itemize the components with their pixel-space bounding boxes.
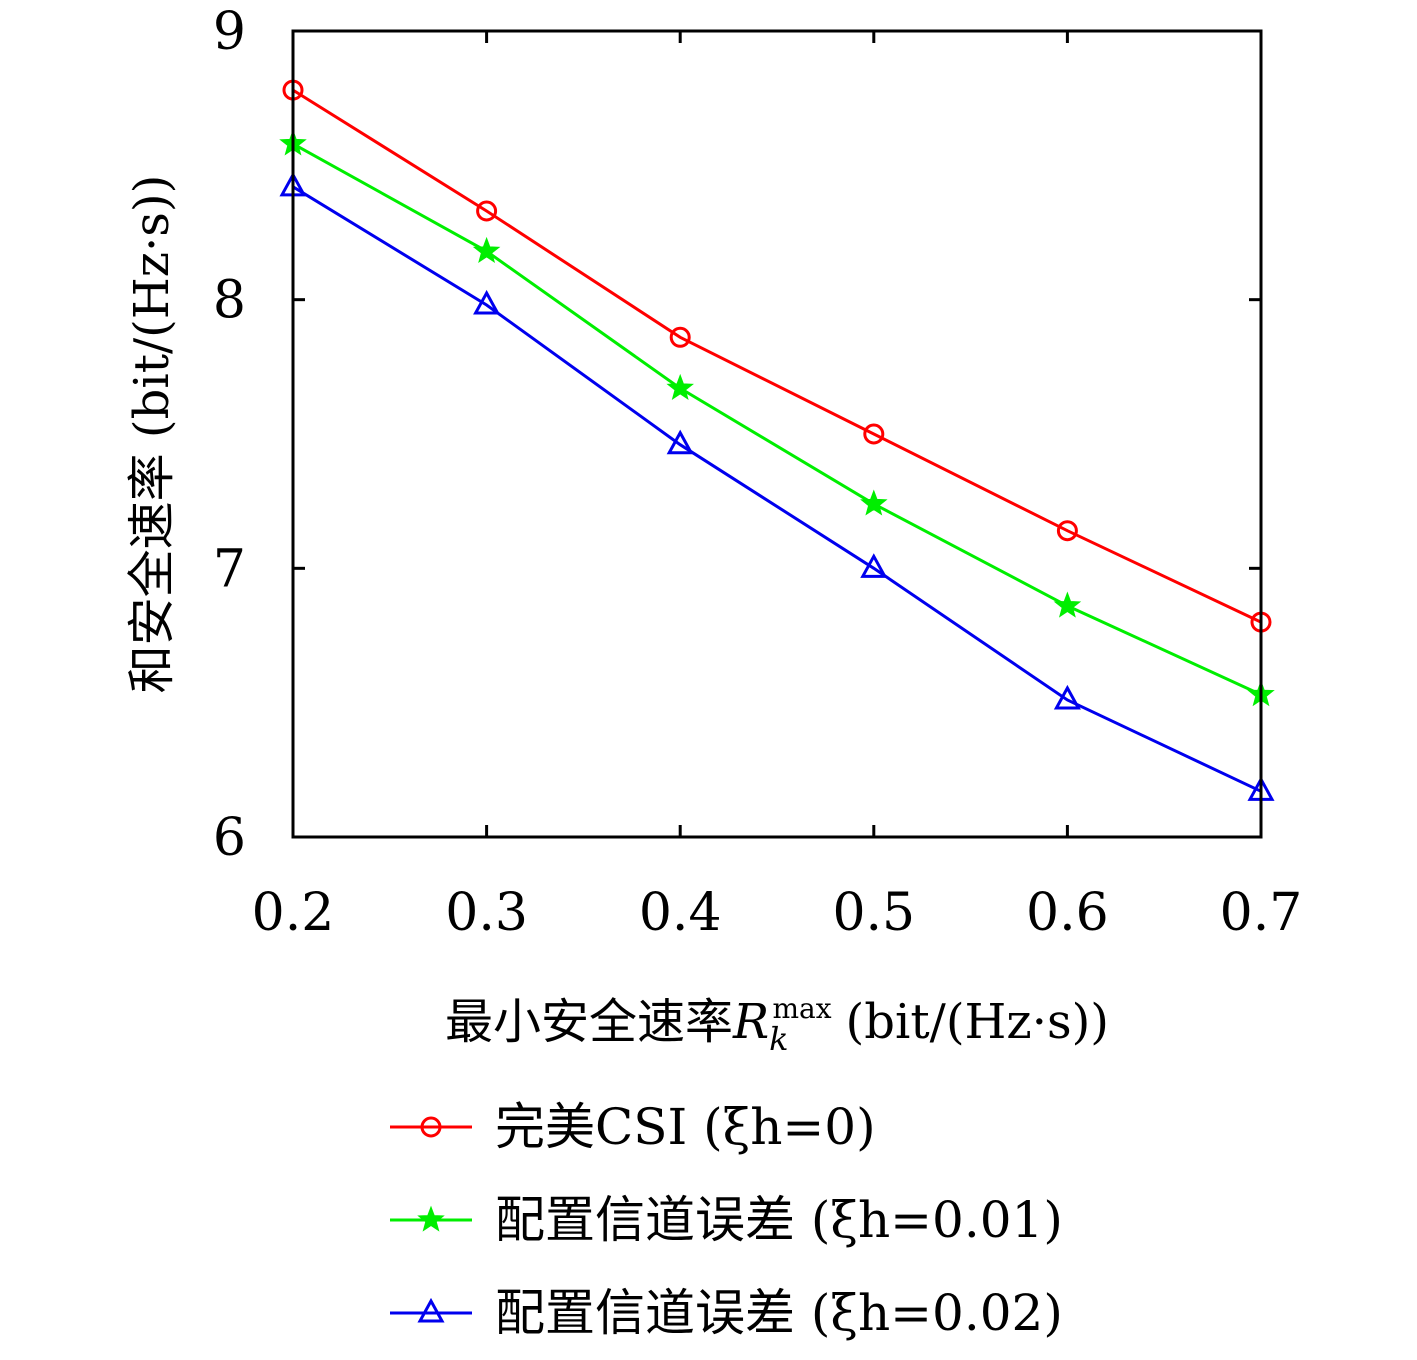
data-point-circle [1056, 520, 1078, 542]
x-tick-label: 0.4 [639, 883, 722, 943]
data-point-star [1053, 591, 1082, 618]
data-point-star [472, 236, 501, 263]
legend-item: 配置信道误差 (ξh=0.02) [390, 1284, 1063, 1342]
ticks-layer: 0.2 0.3 0.4 0.5 0.6 0.7 6 7 8 9 [213, 2, 1302, 943]
series-layer [279, 79, 1275, 801]
data-point-triangle [473, 289, 501, 315]
legend-item: 配置信道误差 (ξh=0.01) [390, 1191, 1063, 1249]
data-point-star [860, 489, 888, 516]
legend-label: 配置信道误差 (ξh=0.02) [495, 1284, 1063, 1342]
series-triangle [279, 171, 1275, 801]
data-point-circle [669, 326, 691, 348]
x-tick-label: 0.6 [1026, 883, 1109, 943]
x-tick-label: 0.3 [445, 883, 528, 943]
data-point-triangle [666, 429, 694, 455]
data-point-circle [863, 423, 885, 445]
legend-marker-circle [420, 1116, 442, 1138]
series-line [292, 88, 1262, 624]
x-tick-label: 0.2 [252, 883, 335, 943]
y-tick-label: 6 [213, 808, 246, 868]
x-tick-label: 0.7 [1220, 883, 1303, 943]
x-axis-label: 最小安全速率Rkmax (bit/(Hz·s)) [445, 992, 1109, 1058]
legend-item: 完美CSI (ξh=0) [390, 1098, 876, 1156]
legend: 完美CSI (ξh=0) 配置信道误差 (ξh=0.01) 配置信道误差 (ξh=0… [390, 1098, 1063, 1342]
y-tick-label: 8 [213, 271, 246, 331]
data-point-circle [476, 200, 498, 222]
x-tick-label: 0.5 [832, 883, 915, 943]
data-point-triangle [1053, 684, 1081, 710]
data-point-star [666, 373, 694, 400]
y-tick-label: 9 [213, 2, 246, 62]
series-circle [282, 79, 1272, 633]
plot-frame [291, 29, 1263, 839]
legend-marker-triangle [417, 1297, 445, 1323]
legend-marker-star [417, 1205, 445, 1232]
y-axis-label: 和安全速率 (bit/(Hz·s)) [124, 175, 180, 694]
series-line [292, 185, 1262, 793]
series-line [292, 142, 1262, 696]
series-star [279, 129, 1275, 707]
data-point-triangle [860, 553, 888, 578]
legend-label: 完美CSI (ξh=0) [495, 1098, 876, 1156]
legend-label: 配置信道误差 (ξh=0.01) [495, 1191, 1063, 1249]
y-tick-label: 7 [213, 539, 246, 599]
